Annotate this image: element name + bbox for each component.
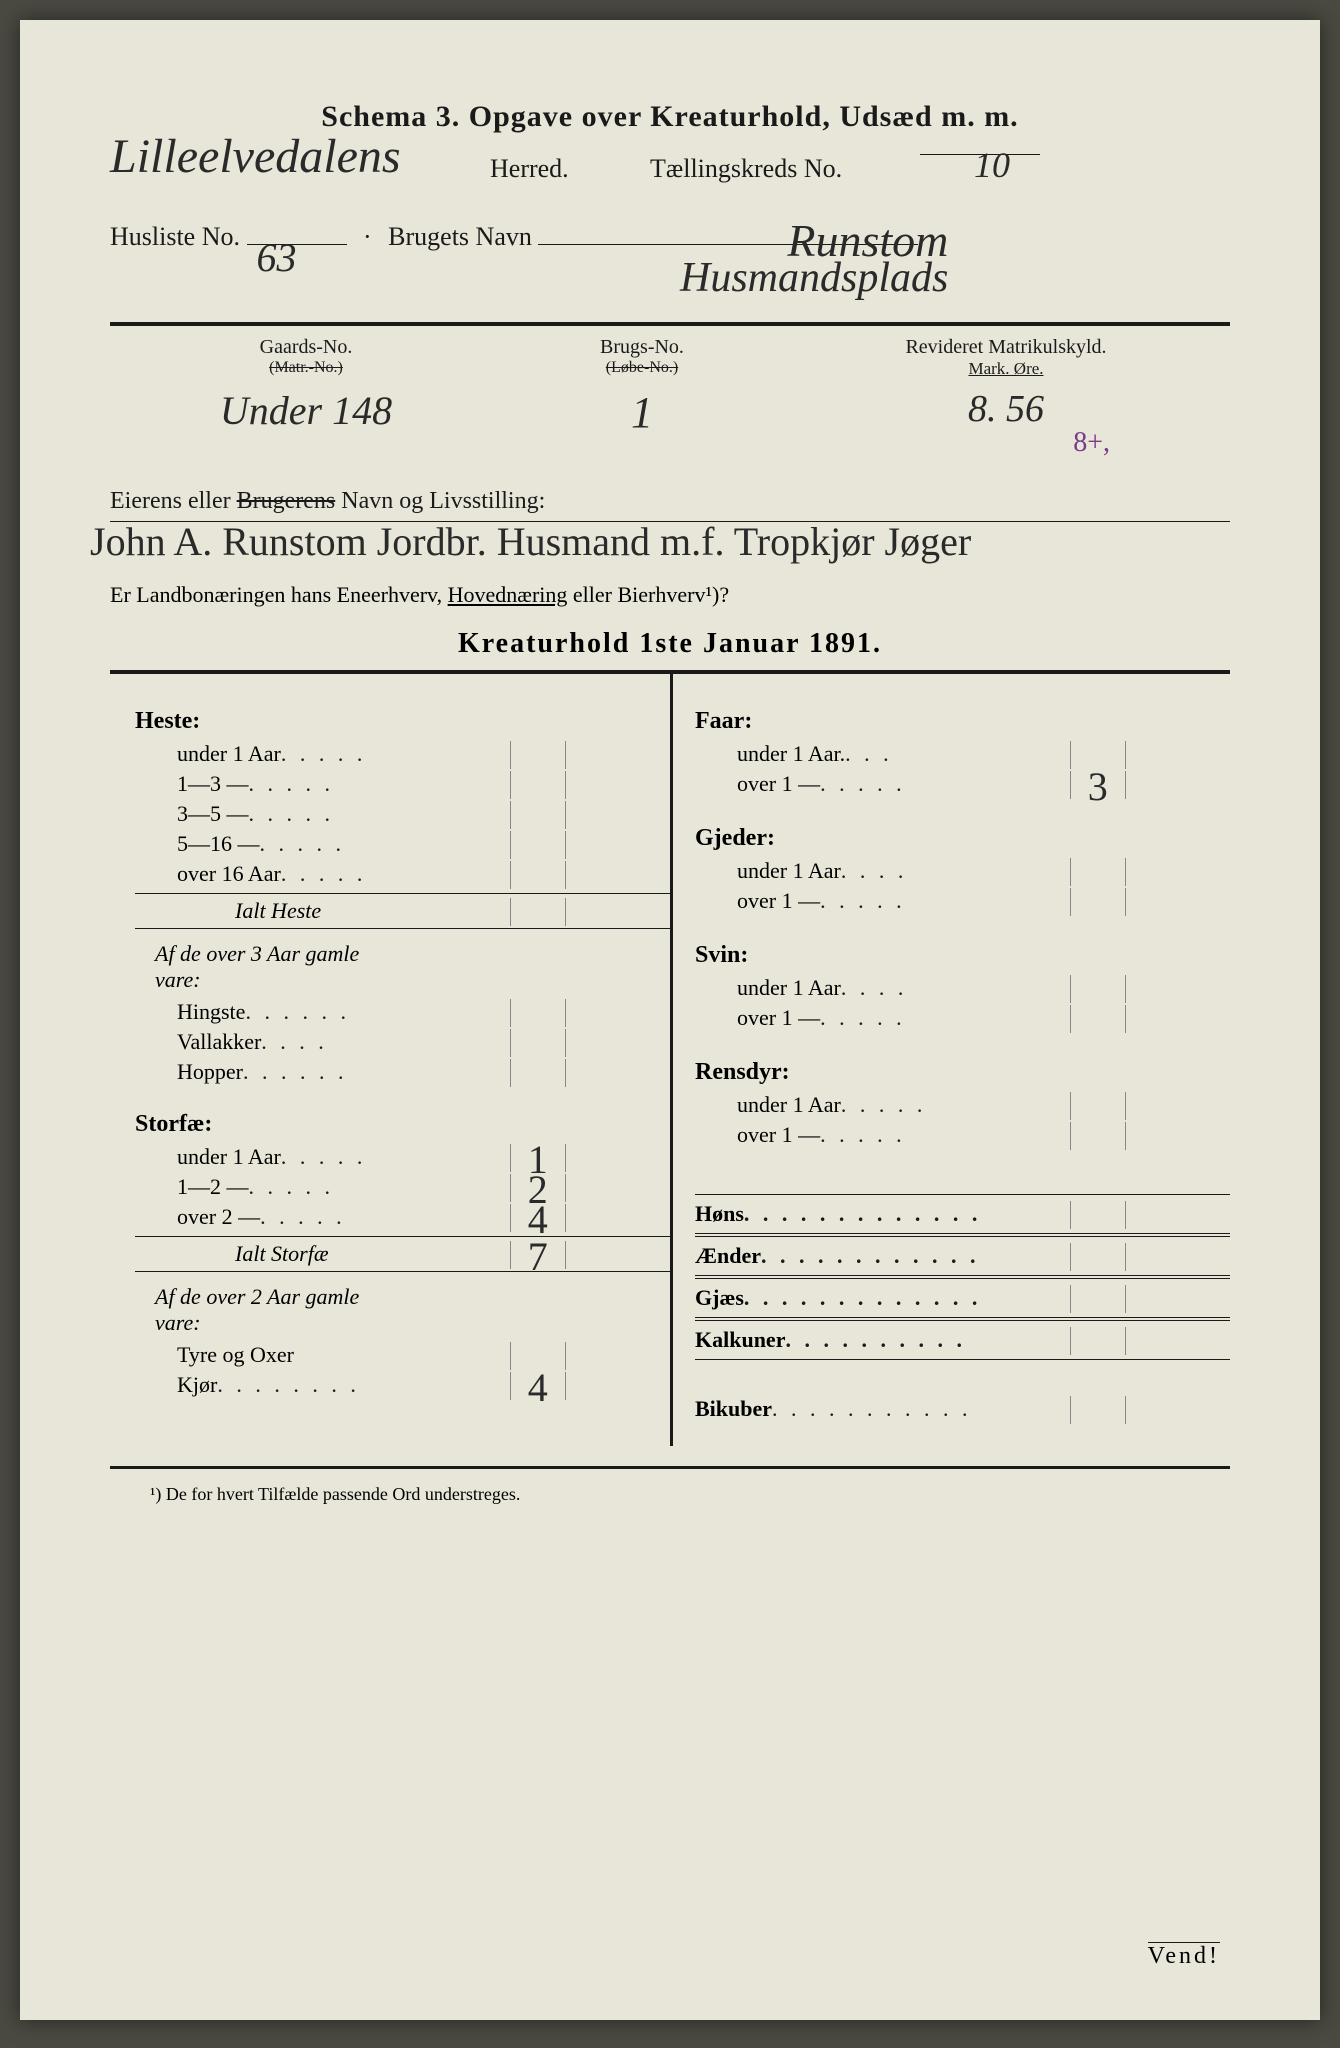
table-row: over 2 — . . . . .4 bbox=[135, 1204, 670, 1230]
table-row: Kjør . . . . . . . .4 bbox=[135, 1372, 670, 1398]
storfae-sum-val: 7 bbox=[528, 1234, 548, 1279]
table-row: under 1 Aar . . . . bbox=[695, 858, 1230, 884]
rule-1 bbox=[110, 322, 1230, 326]
faar-val: 3 bbox=[1088, 764, 1108, 809]
herred-line: Lilleelvedalens Herred. Tællingskreds No… bbox=[110, 154, 1230, 204]
right-column: Faar: under 1 Aar. . . . over 1 — . . . … bbox=[670, 674, 1230, 1446]
q-underlined: Hovednæring bbox=[448, 582, 568, 607]
table-row: under 1 Aar . . . . . bbox=[695, 1092, 1230, 1118]
husliste-label: Husliste No. bbox=[110, 222, 240, 251]
gjeder-head: Gjeder: bbox=[695, 825, 1230, 852]
matrikul-headers: Gaards-No. (Matr.-No.) Brugs-No. (Løbe-N… bbox=[110, 336, 1230, 379]
kjor-val: 4 bbox=[528, 1365, 548, 1410]
gaards-value: Under 148 bbox=[220, 388, 392, 433]
owner-label-line: Eierens eller Brugerens Navn og Livsstil… bbox=[110, 488, 1230, 522]
table-row: over 1 — . . . . . bbox=[695, 1122, 1230, 1148]
taelling-handwritten: 10 bbox=[974, 144, 1010, 186]
vend-label: Vend! bbox=[1148, 1942, 1220, 1970]
storfae-sum: Ialt Storfæ7 bbox=[135, 1236, 670, 1272]
rev-label: Revideret Matrikulskyld. bbox=[782, 336, 1230, 359]
husliste-line: Husliste No. 63 · Brugets Navn Runstom H… bbox=[110, 222, 1230, 292]
heste-sub-head: Af de over 3 Aar gamle vare: bbox=[155, 941, 405, 993]
herred-label: Herred. bbox=[490, 154, 569, 184]
svin-head: Svin: bbox=[695, 942, 1230, 969]
table-row: over 1 — . . . . .3 bbox=[695, 771, 1230, 797]
purple-annotation: 8+, bbox=[1073, 427, 1110, 459]
table-row: 3—5 — . . . . . bbox=[135, 801, 670, 827]
matrikul-values: Under 148 1 8. 56 8+, bbox=[110, 387, 1230, 438]
table-row: under 1 Aar. . . . bbox=[695, 741, 1230, 767]
table-row: over 1 — . . . . . bbox=[695, 1005, 1230, 1031]
bruget-handwritten2: Husmandsplads bbox=[680, 254, 948, 302]
center-divider bbox=[670, 674, 673, 1446]
hons-row: Høns . . . . . . . . . . . . . bbox=[695, 1194, 1230, 1234]
rensdyr-head: Rensdyr: bbox=[695, 1059, 1230, 1086]
gjaes-row: Gjæs . . . . . . . . . . . . . bbox=[695, 1278, 1230, 1318]
husliste-handwritten: 63 bbox=[257, 234, 297, 281]
q-prefix: Er Landbonæringen hans Eneerhverv, bbox=[110, 582, 448, 607]
question-line: Er Landbonæringen hans Eneerhverv, Hoved… bbox=[110, 582, 1230, 608]
rev-sub: Mark. Øre. bbox=[782, 359, 1230, 379]
kreaturhold-title: Kreaturhold 1ste Januar 1891. bbox=[110, 628, 1230, 660]
table-row: 5—16 — . . . . . bbox=[135, 831, 670, 857]
left-column: Heste: under 1 Aar . . . . . 1—3 — . . .… bbox=[110, 674, 670, 1446]
storfae-sub-head: Af de over 2 Aar gamle vare: bbox=[155, 1284, 405, 1336]
table-row: Hopper . . . . . . bbox=[135, 1059, 670, 1085]
brugs-value: 1 bbox=[631, 388, 653, 437]
table-row: Hingste . . . . . . bbox=[135, 999, 670, 1025]
taelling-label: Tællingskreds No. bbox=[650, 154, 842, 184]
owner-strike: Brugerens bbox=[237, 488, 336, 514]
owner-label-suffix: Navn og Livsstilling: bbox=[335, 488, 545, 514]
table-row: under 1 Aar . . . . . bbox=[135, 741, 670, 767]
brugs-sub: (Løbe-No.) bbox=[502, 359, 782, 377]
bikuber-row: Bikuber . . . . . . . . . . . bbox=[695, 1396, 1230, 1422]
heste-sum: Ialt Heste bbox=[135, 893, 670, 929]
heste-head: Heste: bbox=[135, 708, 670, 735]
rev-value: 8. 56 bbox=[968, 388, 1044, 430]
bruget-label: Brugets Navn bbox=[388, 222, 532, 251]
brugs-label: Brugs-No. bbox=[502, 336, 782, 359]
table-row: Vallakker . . . . bbox=[135, 1029, 670, 1055]
table-row: 1—3 — . . . . . bbox=[135, 771, 670, 797]
kalkuner-row: Kalkuner . . . . . . . . . . bbox=[695, 1320, 1230, 1360]
q-suffix: eller Bierhverv¹)? bbox=[567, 582, 729, 607]
footnote: ¹) De for hvert Tilfælde passende Ord un… bbox=[110, 1466, 1230, 1505]
table-row: 1—2 — . . . . .2 bbox=[135, 1174, 670, 1200]
herred-handwritten: Lilleelvedalens bbox=[110, 129, 401, 184]
table-row: over 16 Aar . . . . . bbox=[135, 861, 670, 887]
faar-head: Faar: bbox=[695, 708, 1230, 735]
table-row: Tyre og Oxer bbox=[135, 1342, 670, 1368]
census-form-page: Schema 3. Opgave over Kreaturhold, Udsæd… bbox=[20, 20, 1320, 2020]
gaards-label: Gaards-No. bbox=[110, 336, 502, 359]
table-row: under 1 Aar . . . . .1 bbox=[135, 1144, 670, 1170]
gaards-sub: (Matr.-No.) bbox=[110, 359, 502, 377]
aender-row: Ænder . . . . . . . . . . . . bbox=[695, 1236, 1230, 1276]
table-row: under 1 Aar . . . . bbox=[695, 975, 1230, 1001]
table-row: over 1 — . . . . . bbox=[695, 888, 1230, 914]
owner-handwritten: John A. Runstom Jordbr. Husmand m.f. Tro… bbox=[90, 518, 971, 565]
storfae-head: Storfæ: bbox=[135, 1111, 670, 1138]
livestock-table: Heste: under 1 Aar . . . . . 1—3 — . . .… bbox=[110, 670, 1230, 1446]
owner-label-prefix: Eierens eller bbox=[110, 488, 237, 514]
